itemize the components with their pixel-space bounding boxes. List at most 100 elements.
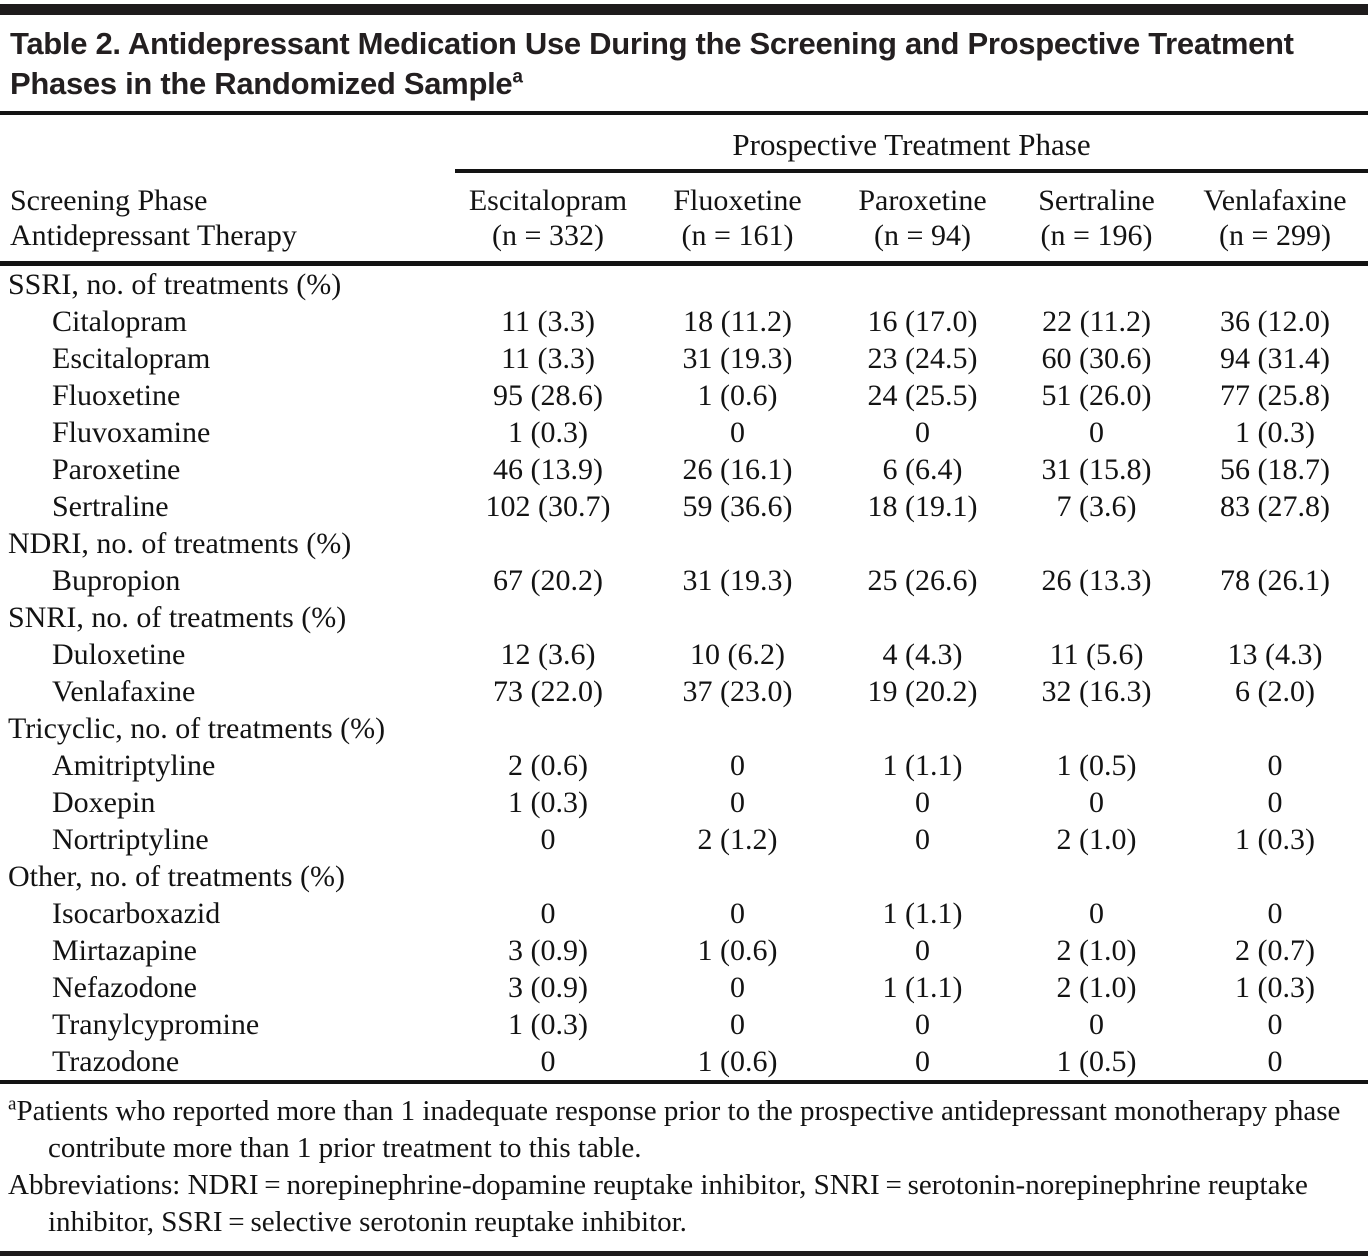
cell-value: 0: [730, 971, 745, 1004]
spanner-row: Prospective Treatment Phase: [0, 115, 1368, 173]
cell-value: 0: [455, 1043, 641, 1084]
cell-value: 0: [730, 749, 745, 782]
table-row: Fluvoxamine 1 (0.3) 0 0 0 1 (0.3): [0, 414, 1368, 451]
cell-value: 94 (31.4): [1220, 342, 1330, 375]
row-label: Escitalopram: [52, 342, 211, 375]
stub-header-line1: Screening Phase: [10, 184, 208, 217]
cell-value: 83 (27.8): [1220, 490, 1330, 523]
column-name: Sertraline: [1038, 184, 1155, 217]
cell-value: 2 (0.7): [1235, 934, 1315, 967]
top-rule: [0, 4, 1368, 15]
cell-value: 0: [1267, 786, 1283, 819]
cell-value: 51 (26.0): [1041, 379, 1152, 412]
cell-value: 0: [1089, 786, 1104, 819]
section-label: NDRI, no. of treatments (%): [8, 527, 352, 560]
footnote-a: aPatients who reported more than 1 inade…: [8, 1093, 1352, 1167]
cell-value: 31 (19.3): [682, 342, 793, 375]
cell-value: 6 (2.0): [1235, 675, 1315, 708]
table-row: Fluoxetine 95 (28.6) 1 (0.6) 24 (25.5) 5…: [0, 377, 1368, 414]
cell-value: 26 (13.3): [1041, 564, 1152, 597]
row-label: Trazodone: [0, 1043, 455, 1084]
column-name: Paroxetine: [858, 184, 987, 217]
cell-value: 0: [730, 1008, 745, 1041]
cell-value: 0: [915, 786, 930, 819]
cell-value: 19 (20.2): [867, 675, 978, 708]
cell-value: 1 (0.3): [1235, 416, 1315, 449]
cell-value: 1 (0.3): [1235, 823, 1315, 856]
column-header-escitalopram: Escitalopram (n = 332): [455, 171, 641, 266]
cell-value: 67 (20.2): [493, 564, 603, 597]
column-header-paroxetine: Paroxetine (n = 94): [834, 171, 1011, 266]
cell-value: 1 (0.5): [1056, 749, 1137, 782]
cell-value: 0: [1089, 416, 1104, 449]
cell-value: 11 (5.6): [1049, 638, 1144, 671]
row-label: Amitriptyline: [52, 749, 216, 782]
row-label: Fluvoxamine: [52, 416, 211, 449]
medication-use-table: Prospective Treatment Phase Screening Ph…: [0, 115, 1368, 1084]
cell-value: 0: [915, 823, 930, 856]
row-label: Paroxetine: [52, 453, 181, 486]
stub-header: Screening Phase Antidepressant Therapy: [0, 171, 455, 266]
row-label: Nefazodone: [52, 971, 197, 1004]
section-label: SSRI, no. of treatments (%): [8, 268, 342, 301]
cell-value: 32 (16.3): [1041, 675, 1152, 708]
cell-value: 73 (22.0): [493, 675, 603, 708]
cell-value: 56 (18.7): [1220, 453, 1330, 486]
row-label: Duloxetine: [52, 638, 186, 671]
cell-value: 22 (11.2): [1042, 305, 1151, 338]
section-label: Other, no. of treatments (%): [8, 860, 346, 893]
stub-header-line2: Antidepressant Therapy: [10, 219, 297, 252]
table-row: Venlafaxine 73 (22.0) 37 (23.0) 19 (20.2…: [0, 673, 1368, 710]
column-spanner: Prospective Treatment Phase: [455, 115, 1368, 173]
section-row: Other, no. of treatments (%): [0, 858, 1368, 895]
cell-value: 0: [915, 934, 930, 967]
title-rule: [0, 111, 1368, 115]
cell-value: 23 (24.5): [867, 342, 978, 375]
row-label: Bupropion: [52, 564, 181, 597]
table-row: Sertraline 102 (30.7) 59 (36.6) 18 (19.1…: [0, 488, 1368, 525]
row-label: Nortriptyline: [52, 823, 209, 856]
row-label: Mirtazapine: [52, 934, 197, 967]
cell-value: 2 (1.0): [1056, 971, 1137, 1004]
table-row: Escitalopram 11 (3.3) 31 (19.3) 23 (24.5…: [0, 340, 1368, 377]
column-name: Fluoxetine: [673, 184, 802, 217]
cell-value: 0: [1267, 749, 1283, 782]
table-row: Doxepin 1 (0.3) 0 0 0 0: [0, 784, 1368, 821]
cell-value: 1 (0.6): [641, 1043, 834, 1084]
cell-value: 1 (0.3): [508, 416, 588, 449]
table-title-text: Table 2. Antidepressant Medication Use D…: [10, 26, 1294, 101]
cell-value: 13 (4.3): [1227, 638, 1323, 671]
table-row: Nortriptyline 0 2 (1.2) 0 2 (1.0) 1 (0.3…: [0, 821, 1368, 858]
column-header-sertraline: Sertraline (n = 196): [1011, 171, 1182, 266]
column-n: (n = 94): [874, 219, 971, 252]
table-title: Table 2. Antidepressant Medication Use D…: [0, 15, 1368, 111]
section-row: NDRI, no. of treatments (%): [0, 525, 1368, 562]
cell-value: 0: [540, 823, 556, 856]
cell-value: 0: [1267, 897, 1283, 930]
cell-value: 18 (19.1): [867, 490, 978, 523]
row-label: Venlafaxine: [52, 675, 196, 708]
table-row: Isocarboxazid 0 0 1 (1.1) 0 0: [0, 895, 1368, 932]
column-n: (n = 332): [492, 219, 604, 252]
cell-value: 31 (15.8): [1041, 453, 1152, 486]
footnote-a-text: Patients who reported more than 1 inadeq…: [16, 1095, 1341, 1164]
table-row: Trazodone 0 1 (0.6) 0 1 (0.5) 0: [0, 1043, 1368, 1084]
cell-value: 1 (0.3): [508, 1008, 588, 1041]
cell-value: 11 (3.3): [501, 342, 595, 375]
cell-value: 1 (0.3): [1235, 971, 1315, 1004]
cell-value: 1 (1.1): [882, 749, 963, 782]
section-row: Tricyclic, no. of treatments (%): [0, 710, 1368, 747]
column-n: (n = 299): [1219, 219, 1331, 252]
cell-value: 0: [540, 897, 556, 930]
cell-value: 3 (0.9): [508, 971, 588, 1004]
cell-value: 6 (6.4): [882, 453, 963, 486]
table-row: Amitriptyline 2 (0.6) 0 1 (1.1) 1 (0.5) …: [0, 747, 1368, 784]
table-row: Duloxetine 12 (3.6) 10 (6.2) 4 (4.3) 11 …: [0, 636, 1368, 673]
cell-value: 0: [730, 416, 745, 449]
cell-value: 2 (1.2): [697, 823, 778, 856]
cell-value: 46 (13.9): [493, 453, 603, 486]
cell-value: 0: [730, 897, 745, 930]
row-label: Doxepin: [52, 786, 156, 819]
cell-value: 12 (3.6): [500, 638, 596, 671]
column-name: Escitalopram: [468, 184, 628, 217]
